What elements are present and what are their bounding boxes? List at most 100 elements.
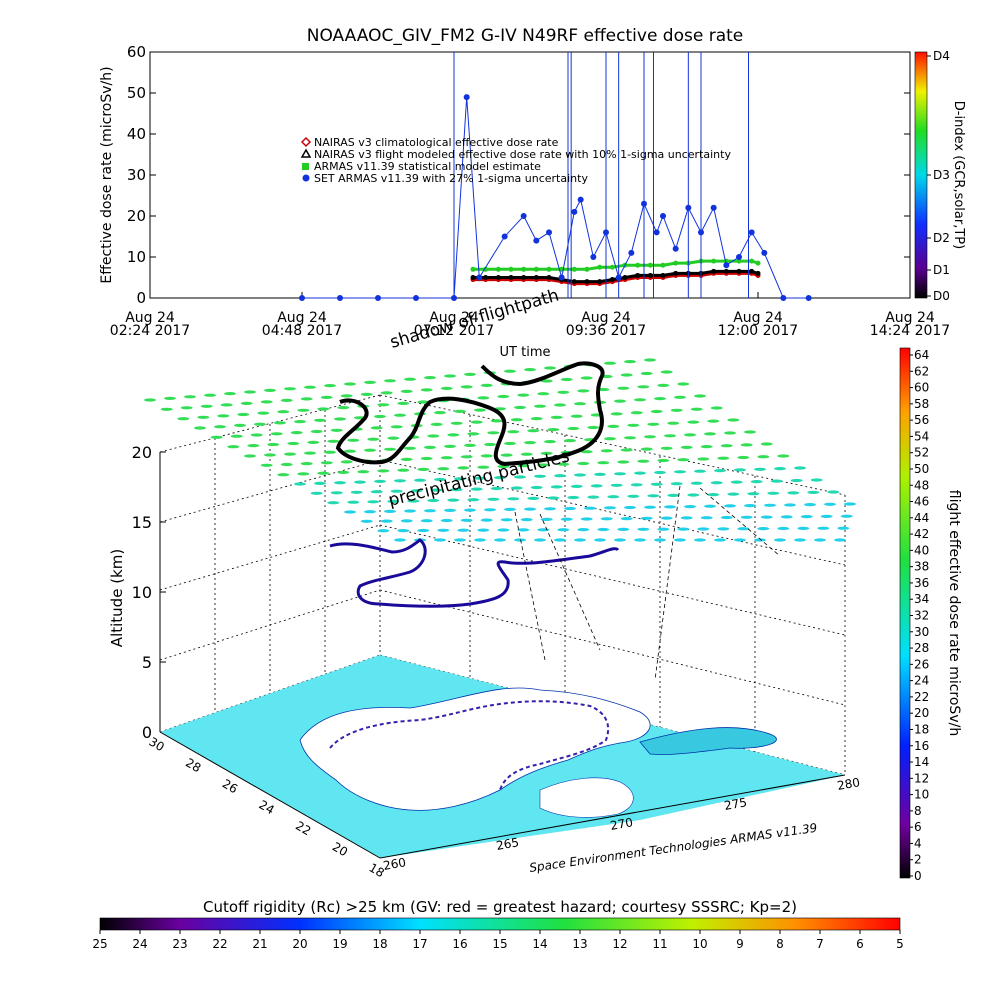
top-x-tick-day: Aug 24 [429, 310, 479, 326]
particle-mark [424, 445, 436, 449]
particle-mark [617, 460, 630, 464]
particle-mark [640, 447, 653, 451]
particle-mark [534, 404, 546, 408]
particle-mark [650, 482, 663, 486]
particle-mark [320, 461, 333, 465]
latitude-tick-label: 24 [257, 797, 277, 817]
dose-rate-tick-label: 62 [914, 364, 929, 378]
cutoff-tick-label: 19 [332, 937, 347, 951]
particle-mark [697, 527, 710, 531]
particle-mark [464, 443, 476, 447]
particle-mark [567, 426, 580, 431]
particle-mark [384, 447, 396, 451]
cutoff-tick-label: 17 [412, 937, 427, 951]
particle-mark [740, 515, 753, 519]
dose-rate-tick-label: 32 [914, 609, 929, 623]
shadow-flightpath [335, 361, 605, 467]
particle-mark [747, 492, 760, 496]
particle-mark [507, 430, 520, 434]
particle-mark [357, 470, 370, 474]
altitude-tick-label: 20 [132, 443, 152, 462]
particle-mark [834, 538, 846, 542]
legend-entry: ARMAS v11.39 statistical model estimate [302, 160, 541, 173]
series-point-set_armas [476, 274, 483, 281]
particle-mark [180, 406, 193, 410]
series-point-nairas_flight [660, 272, 666, 278]
series-point-armas_model [597, 264, 603, 270]
gulf-land [299, 687, 651, 811]
dose-rate-tick-label: 30 [914, 625, 929, 639]
series-point-armas_model [673, 260, 679, 266]
particle-mark [750, 480, 763, 484]
particle-mark [540, 517, 553, 522]
particle-mark [430, 488, 443, 492]
dose-rate-tick-label: 38 [914, 560, 929, 574]
top-y-tick-label: 10 [127, 248, 146, 266]
shadow-flightpath-annotation: shadow of flightpath [388, 285, 561, 352]
particle-mark [724, 431, 736, 435]
particle-mark [704, 504, 716, 508]
particle-mark [260, 463, 273, 467]
series-point-armas_model [711, 258, 717, 264]
particle-mark [770, 479, 783, 483]
legend-label: ARMAS v11.39 statistical model estimate [314, 160, 541, 173]
particle-mark [230, 434, 243, 438]
particle-mark [800, 515, 813, 519]
particle-mark [660, 516, 673, 520]
d-index-tick-label: D3 [933, 168, 950, 182]
latitude-tick-label: 18 [367, 860, 387, 880]
particle-mark [694, 469, 706, 473]
particle-mark [844, 502, 856, 506]
particle-mark [534, 474, 546, 478]
series-point-set_armas [628, 249, 635, 256]
particle-mark [360, 392, 373, 396]
series-point-nairas_flight [483, 275, 489, 280]
particle-mark [760, 442, 773, 446]
top-y-tick-label: 30 [127, 166, 146, 184]
particle-mark [540, 451, 553, 455]
top-y-tick-label: 20 [127, 207, 146, 225]
set-armas-spikes [453, 52, 749, 298]
particle-mark [754, 467, 766, 471]
particle-mark [247, 444, 260, 448]
dose-rate-tick-label: 16 [914, 739, 929, 753]
particle-mark [644, 505, 656, 509]
particle-mark [457, 528, 470, 532]
particle-mark [637, 385, 650, 389]
particle-mark [234, 423, 246, 427]
particle-mark [520, 452, 533, 456]
particle-mark [590, 484, 603, 488]
particle-mark [264, 453, 276, 457]
particle-mark [714, 469, 726, 473]
particle-mark [577, 528, 590, 532]
particle-mark [484, 442, 496, 447]
dose-rate-tick-label: 28 [914, 641, 929, 655]
dose-rate-tick-label: 4 [914, 836, 922, 850]
particle-mark [504, 369, 516, 373]
particle-mark [444, 374, 456, 378]
particle-mark [550, 485, 563, 489]
particle-mark [184, 395, 196, 399]
particle-mark [400, 457, 413, 461]
series-point-nairas_flight [711, 268, 717, 274]
precipitating-particle-layer [144, 358, 856, 542]
particle-mark [627, 494, 640, 498]
particle-mark [497, 394, 510, 399]
particle-mark [774, 467, 786, 471]
particle-mark [377, 469, 390, 473]
particle-mark [527, 496, 540, 500]
particle-mark [647, 422, 660, 426]
series-point-armas_model [749, 258, 755, 264]
series-point-set_armas [375, 295, 381, 301]
particle-mark [334, 481, 346, 485]
particle-mark [494, 476, 506, 480]
altitude-ticks: 0 5 10 15 20 [132, 443, 166, 742]
dose-rate-tick-label: 54 [914, 429, 929, 443]
series-point-nairas_flight [533, 275, 539, 280]
particle-mark [294, 420, 306, 424]
particle-mark [404, 509, 416, 513]
particle-mark [644, 358, 656, 362]
dose-rate-tick-label: 24 [914, 674, 929, 688]
legend-entry: NAIRAS v3 flight modeled effective dose … [300, 148, 731, 161]
particle-mark [594, 538, 606, 542]
